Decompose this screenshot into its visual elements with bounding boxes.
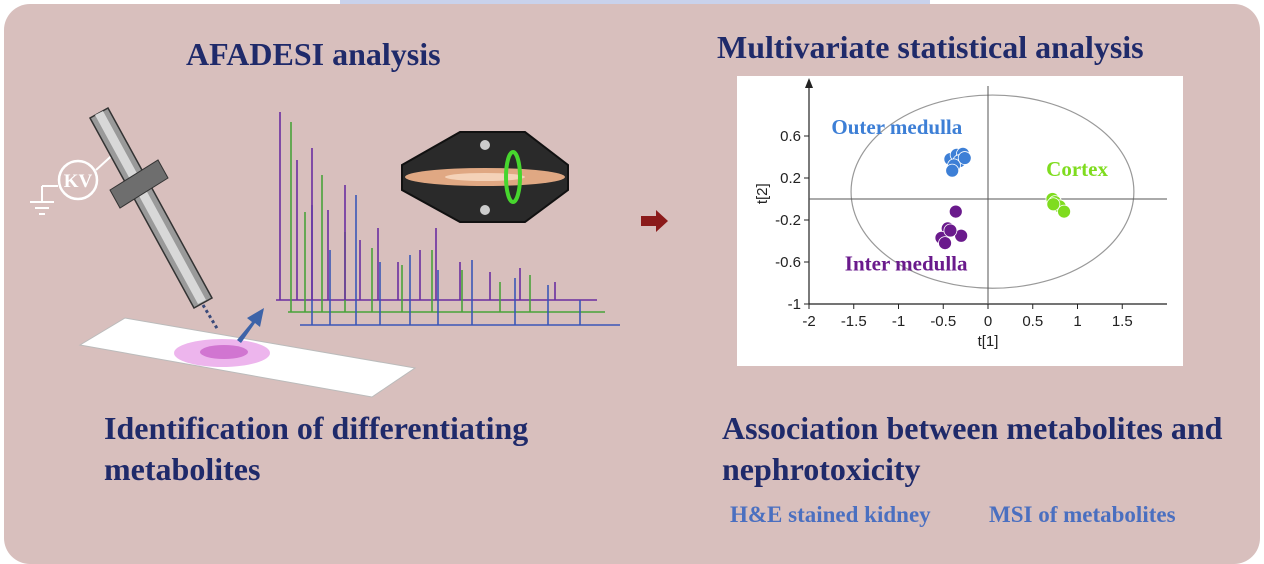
x-axis-label: t[1]: [978, 333, 999, 350]
y-tick-label: 0.2: [780, 170, 801, 187]
msi-metabolites-label: MSI of metabolites: [989, 502, 1176, 527]
afadesi-illustration: KV: [30, 106, 668, 398]
x-tick-label: 0: [984, 313, 992, 330]
x-tick-label: -1.5: [841, 313, 867, 330]
right-arrow-icon: [641, 210, 668, 232]
data-point: [945, 163, 960, 178]
y-tick-label: -0.2: [775, 212, 801, 229]
ion-optics-graphic: [401, 131, 569, 223]
y-tick-label: -1: [788, 296, 801, 313]
x-tick-label: 1: [1073, 313, 1081, 330]
arrow-to-spectrum-icon: [237, 308, 264, 343]
x-tick-label: -2: [802, 313, 815, 330]
group-label: Cortex: [1046, 157, 1108, 181]
group-label: Inter medulla: [845, 251, 968, 275]
data-point: [948, 204, 963, 219]
mass-spectrum: [276, 112, 620, 326]
kv-label: KV: [64, 171, 93, 192]
y-axis-label: t[2]: [754, 183, 771, 204]
y-tick-label: -0.6: [775, 254, 801, 271]
y-tick-label: 0.6: [780, 128, 801, 145]
kv-circle-icon: [57, 159, 99, 201]
group-label: Outer medulla: [831, 115, 962, 139]
sprayer-capillary: [88, 106, 220, 331]
afadesi-title: AFADESI analysis: [186, 36, 441, 72]
he-stained-kidney-label: H&E stained kidney: [730, 502, 931, 527]
x-tick-label: 1.5: [1112, 313, 1133, 330]
data-point: [938, 236, 952, 251]
data-point: [943, 223, 958, 238]
association-heading: Association between metabolites and neph…: [722, 410, 1223, 487]
score-plot-svg: -2 -1.5 -1 -0.5 0 0.5 1 1.5 0.6 0.2 -0.2 -0.6 -1 t[1]…: [754, 78, 1167, 350]
identification-heading: Identification of differentiating metabo…: [104, 410, 529, 487]
multivariate-title: Multivariate statistical analysis: [717, 29, 1144, 65]
x-tick-label: -1: [892, 313, 905, 330]
confidence-ellipse: [850, 94, 1135, 289]
top-banner-strip: [340, 0, 930, 6]
data-point: [1057, 204, 1071, 219]
y-axis-arrow-icon: [805, 78, 813, 88]
data-point: [1046, 197, 1061, 212]
data-point: [957, 151, 972, 165]
x-tick-label: -0.5: [930, 313, 956, 330]
x-tick-label: 0.5: [1022, 313, 1043, 330]
ground-symbol-icon: [30, 185, 58, 215]
score-plot: -2 -1.5 -1 -0.5 0 0.5 1 1.5 0.6 0.2 -0.2 -0.6 -1 t[1]…: [737, 76, 1183, 366]
